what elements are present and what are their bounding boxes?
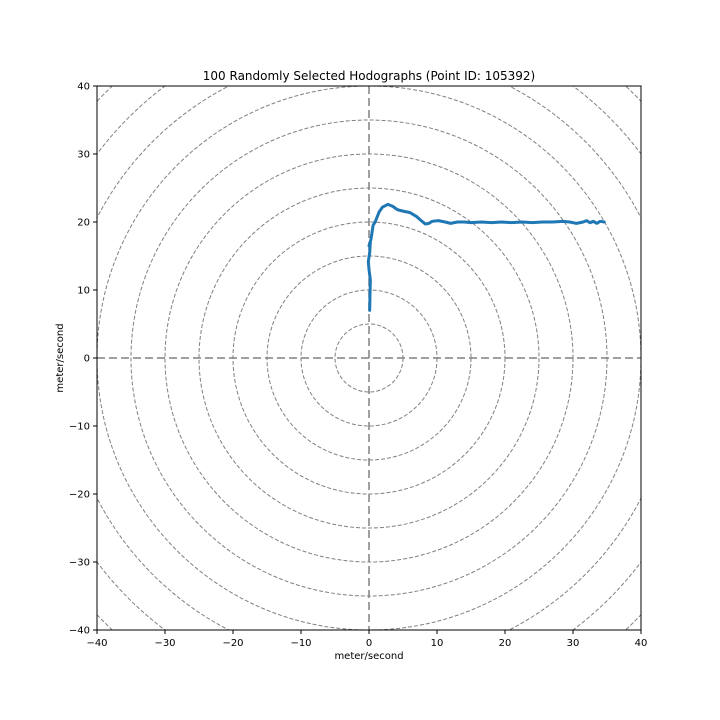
x-axis-label: meter/second [334,651,403,662]
x-tick-label: 0 [366,638,372,649]
hodograph-line [366,202,606,312]
zero-crosshair [97,86,641,630]
y-tick-label: −30 [69,558,90,569]
x-tick-label: 30 [567,638,580,649]
y-axis-label: meter/second [55,323,66,392]
y-tick-label: −20 [69,490,90,501]
y-tick-label: 40 [77,82,90,93]
x-tick-label: 40 [635,638,648,649]
series-layer [366,202,606,312]
x-tick-label: −10 [290,638,311,649]
y-tick-label: 20 [77,218,90,229]
x-tick-label: −20 [222,638,243,649]
x-tick-label: 10 [431,638,444,649]
x-axis: −40 −30 −20 −10 0 10 20 30 40 [86,630,647,649]
y-tick-label: 0 [84,354,90,365]
x-tick-label: 20 [499,638,512,649]
y-tick-label: 10 [77,286,90,297]
x-tick-label: −30 [154,638,175,649]
x-tick-label: −40 [86,638,107,649]
y-tick-label: −40 [69,626,90,637]
y-axis: −40 −30 −20 −10 0 10 20 30 40 [69,82,97,637]
y-tick-label: 30 [77,150,90,161]
y-tick-label: −10 [69,422,90,433]
chart-title: 100 Randomly Selected Hodographs (Point … [203,69,535,83]
